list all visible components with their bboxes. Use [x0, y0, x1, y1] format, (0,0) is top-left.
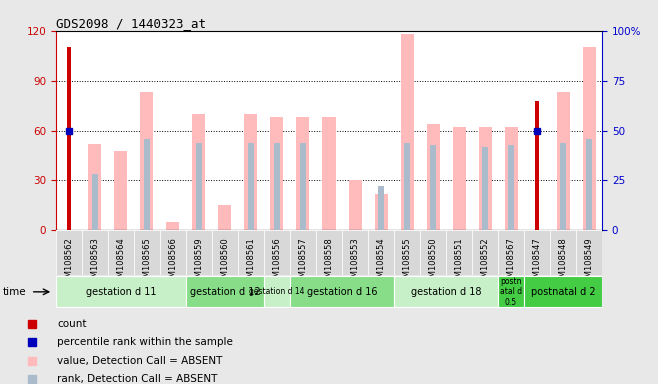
Text: GSM108564: GSM108564 — [116, 237, 126, 288]
Text: GSM108553: GSM108553 — [351, 237, 359, 288]
Bar — [264, 276, 290, 307]
Bar — [505, 127, 518, 230]
Bar — [524, 276, 602, 307]
Text: gestation d 18: gestation d 18 — [411, 287, 481, 297]
Bar — [342, 230, 368, 275]
Bar — [290, 230, 316, 275]
Text: GSM108561: GSM108561 — [247, 237, 255, 288]
Text: time: time — [3, 287, 26, 297]
Bar — [88, 144, 101, 230]
Bar — [561, 142, 566, 230]
Text: GSM108567: GSM108567 — [507, 237, 516, 288]
Text: gestation d 14: gestation d 14 — [249, 287, 305, 296]
Text: GSM108551: GSM108551 — [455, 237, 463, 288]
Text: GSM108563: GSM108563 — [90, 237, 99, 288]
Text: count: count — [57, 319, 87, 329]
Bar — [349, 180, 361, 230]
Bar — [405, 142, 410, 230]
Text: GSM108552: GSM108552 — [480, 237, 490, 288]
Bar — [557, 92, 570, 230]
Text: GSM108550: GSM108550 — [428, 237, 438, 288]
Text: GSM108554: GSM108554 — [376, 237, 386, 288]
Bar — [550, 230, 576, 275]
Bar — [160, 230, 186, 275]
Bar — [430, 144, 436, 230]
Text: GSM108547: GSM108547 — [532, 237, 542, 288]
Text: rank, Detection Call = ABSENT: rank, Detection Call = ABSENT — [57, 374, 218, 384]
Bar — [420, 230, 446, 275]
Bar — [374, 194, 388, 230]
Bar — [270, 117, 284, 230]
Bar — [114, 151, 128, 230]
Bar — [193, 114, 205, 230]
Bar — [67, 47, 71, 230]
Bar — [453, 127, 466, 230]
Bar — [478, 127, 492, 230]
Bar — [316, 230, 342, 275]
Bar — [368, 230, 394, 275]
Text: GDS2098 / 1440323_at: GDS2098 / 1440323_at — [56, 17, 206, 30]
Text: GSM108548: GSM108548 — [559, 237, 568, 288]
Bar — [212, 230, 238, 275]
Bar — [394, 276, 498, 307]
Text: GSM108559: GSM108559 — [195, 237, 203, 288]
Text: value, Detection Call = ABSENT: value, Detection Call = ABSENT — [57, 356, 223, 366]
Bar — [140, 92, 153, 230]
Text: GSM108557: GSM108557 — [299, 237, 307, 288]
Text: GSM108560: GSM108560 — [220, 237, 230, 288]
Bar — [498, 276, 524, 307]
Text: GSM108555: GSM108555 — [403, 237, 411, 288]
Bar — [401, 34, 413, 230]
Text: percentile rank within the sample: percentile rank within the sample — [57, 338, 233, 348]
Bar — [248, 142, 253, 230]
Bar — [166, 222, 180, 230]
Bar — [576, 230, 602, 275]
Bar — [301, 142, 305, 230]
Bar — [264, 230, 290, 275]
Bar — [186, 230, 212, 275]
Bar — [245, 114, 257, 230]
Text: gestation d 11: gestation d 11 — [86, 287, 156, 297]
Bar — [582, 47, 595, 230]
Text: gestation d 16: gestation d 16 — [307, 287, 377, 297]
Bar — [108, 230, 134, 275]
Text: gestation d 12: gestation d 12 — [190, 287, 261, 297]
Bar — [535, 101, 539, 230]
Text: postnatal d 2: postnatal d 2 — [531, 287, 595, 297]
Bar — [322, 117, 336, 230]
Bar — [238, 230, 264, 275]
Text: GSM108565: GSM108565 — [142, 237, 151, 288]
Bar — [472, 230, 498, 275]
Bar — [186, 276, 264, 307]
Bar — [144, 139, 149, 230]
Bar — [56, 276, 186, 307]
Text: GSM108556: GSM108556 — [272, 237, 282, 288]
Bar — [297, 117, 309, 230]
Text: GSM108566: GSM108566 — [168, 237, 178, 288]
Bar — [196, 142, 201, 230]
Bar — [134, 230, 160, 275]
Bar — [92, 174, 97, 230]
Bar — [378, 187, 384, 230]
Text: postn
atal d
0.5: postn atal d 0.5 — [500, 277, 522, 307]
Bar — [498, 230, 524, 275]
Bar — [426, 124, 440, 230]
Bar — [509, 144, 514, 230]
Bar — [82, 230, 108, 275]
Bar — [446, 230, 472, 275]
Bar — [290, 276, 394, 307]
Bar — [586, 139, 592, 230]
Text: GSM108562: GSM108562 — [64, 237, 74, 288]
Bar — [524, 230, 550, 275]
Bar — [482, 147, 488, 230]
Text: GSM108558: GSM108558 — [324, 237, 334, 288]
Bar — [56, 230, 82, 275]
Bar — [274, 142, 280, 230]
Bar — [394, 230, 420, 275]
Text: GSM108549: GSM108549 — [584, 237, 594, 288]
Bar — [218, 205, 232, 230]
